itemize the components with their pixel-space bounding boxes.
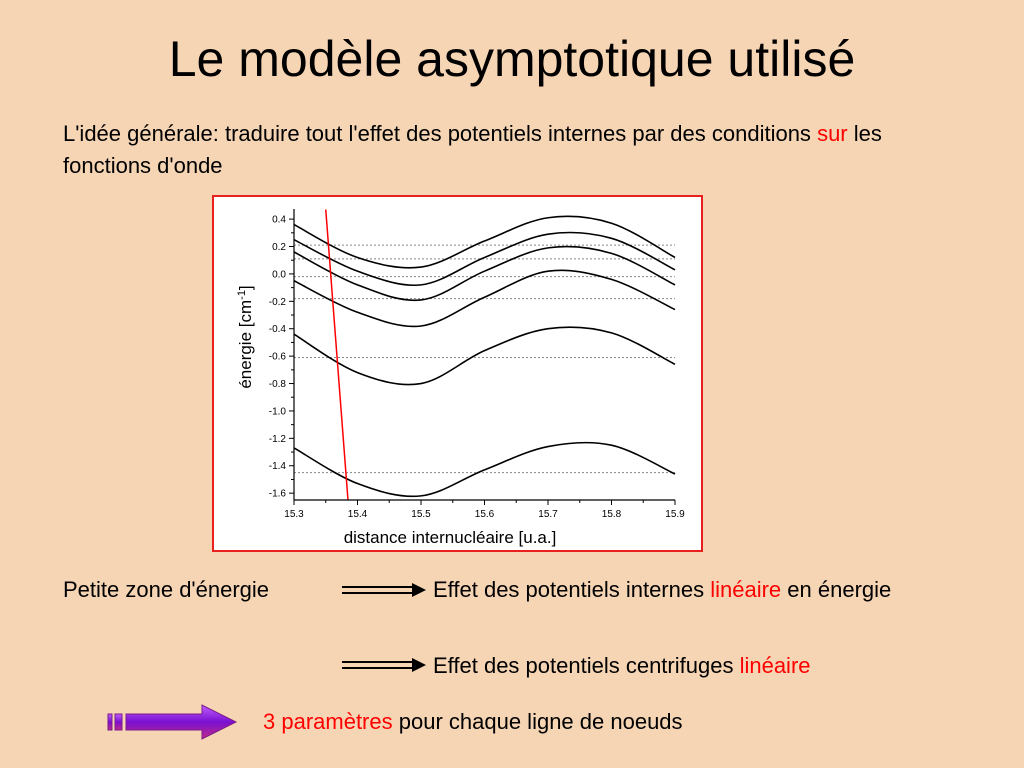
effect1-tail: en énergie	[787, 577, 892, 602]
x-tick-label: 15.9	[665, 509, 685, 520]
conclusion-highlight: 3 paramètres	[263, 709, 393, 734]
y-tick-label: -0.6	[269, 352, 287, 363]
block-arrow-icon	[107, 704, 238, 740]
y-tick-label: -0.4	[269, 324, 287, 335]
effect1-highlight: linéaire	[710, 577, 782, 602]
y-tick-label: 0.4	[272, 215, 286, 226]
chart-frame: 0.4 0.2 0.0 -0.2 -0.4 -0.6 -0.8 -1.0 -1.2 -1.4 -1.…	[212, 195, 703, 552]
x-axis-label: distance internucléaire [u.a.]	[344, 528, 557, 547]
y-tick-label: 0.0	[272, 269, 286, 280]
series-line-5	[293, 326, 676, 386]
effect1-text: Effet des potentiels internes	[433, 577, 705, 602]
series-line-4	[293, 269, 676, 328]
y-axis-label: énergie [cm-1]	[236, 285, 255, 388]
intro-part1: L'idée générale: traduire tout l'effet d…	[63, 121, 811, 146]
effect2: Effet des potentiels centrifuges linéair…	[433, 650, 811, 682]
conclusion-text: pour chaque ligne de noeuds	[398, 709, 683, 734]
intro-part2: les fonctions d'onde	[63, 121, 882, 178]
effect2-highlight: linéaire	[739, 653, 811, 678]
x-tick-label: 15.8	[602, 509, 622, 520]
energy-chart: 0.4 0.2 0.0 -0.2 -0.4 -0.6 -0.8 -1.0 -1.2 -1.4 -1.…	[236, 209, 685, 547]
y-tick-label: -1.4	[269, 461, 287, 472]
red-boundary-line	[325, 209, 349, 501]
y-tick-label: -1.0	[269, 406, 287, 417]
y-tick-label: -0.2	[269, 297, 287, 308]
x-tick-label: 15.7	[538, 509, 558, 520]
double-arrow-icon	[342, 583, 426, 597]
conclusion: 3 paramètres pour chaque ligne de noeuds	[263, 706, 683, 738]
series-line-3	[293, 245, 676, 302]
slide-title: Le modèle asymptotique utilisé	[168, 31, 856, 87]
series-line-6	[293, 441, 676, 498]
series-line-2	[293, 231, 676, 287]
y-tick-label: -1.6	[269, 489, 287, 500]
y-tick-label: 0.2	[272, 242, 286, 253]
x-tick-label: 15.3	[284, 509, 304, 520]
effect2-text: Effet des potentiels centrifuges	[433, 653, 734, 678]
intro-highlight: sur	[817, 121, 848, 146]
effect1: Effet des potentiels internes linéaire e…	[433, 574, 973, 606]
x-tick-label: 15.6	[475, 509, 495, 520]
series-line-1	[293, 215, 676, 269]
x-tick-label: 15.4	[348, 509, 368, 520]
x-tick-label: 15.5	[411, 509, 431, 520]
left-label: Petite zone d'énergie	[63, 577, 270, 602]
y-tick-label: -1.2	[269, 434, 287, 445]
double-arrow-icon	[342, 658, 426, 672]
intro-text: L'idée générale: traduire tout l'effet d…	[63, 118, 963, 182]
y-tick-label: -0.8	[269, 379, 287, 390]
